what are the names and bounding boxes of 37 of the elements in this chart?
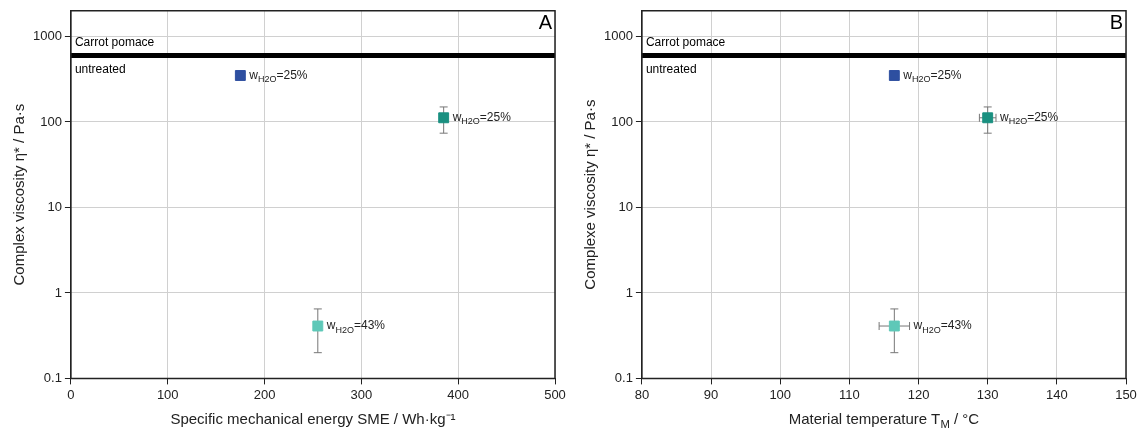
y-tick-label: 1 bbox=[625, 284, 633, 300]
point bbox=[982, 112, 994, 124]
y-axis-title: Complexe viscosity η* / Pa·s bbox=[581, 99, 599, 290]
x-tick-label: 80 bbox=[634, 386, 650, 402]
x-tick-label: 0 bbox=[67, 386, 75, 402]
y-axis-title: Complex viscosity η* / Pa·s bbox=[10, 103, 28, 286]
chart-title: B bbox=[1109, 11, 1123, 34]
x-tick-label: 100 bbox=[156, 386, 179, 402]
y-tick-label: 1 bbox=[54, 284, 62, 300]
y-tick-label: 0.1 bbox=[43, 369, 62, 385]
y-tick-label: 100 bbox=[40, 113, 62, 129]
ref-line-label: Carrot pomace untreated bbox=[645, 34, 726, 76]
point bbox=[312, 320, 324, 332]
x-tick-label: 110 bbox=[839, 386, 860, 402]
point bbox=[888, 320, 900, 332]
y-tick-label: 10 bbox=[47, 199, 62, 215]
x-tick-label: 400 bbox=[447, 386, 470, 402]
point bbox=[438, 112, 450, 124]
ref-line-label: Carrot pomace untreated bbox=[74, 34, 155, 76]
y-tick-label: 1000 bbox=[33, 28, 62, 44]
x-tick-label: 130 bbox=[976, 386, 999, 402]
x-tick-label: 120 bbox=[907, 386, 930, 402]
point bbox=[888, 70, 900, 81]
y-tick-label: 10 bbox=[618, 199, 633, 215]
y-tick-label: 1000 bbox=[604, 28, 633, 44]
x-tick-label: 200 bbox=[253, 386, 276, 402]
chart-title: A bbox=[538, 11, 553, 34]
x-tick-label: 140 bbox=[1045, 386, 1068, 402]
x-axis-title: Specific mechanical energy SME / Wh·kg⁻¹ bbox=[170, 410, 456, 428]
x-tick-label: 300 bbox=[350, 386, 373, 402]
point bbox=[234, 70, 246, 81]
y-tick-label: 100 bbox=[611, 113, 633, 129]
x-tick-label: 500 bbox=[544, 386, 566, 402]
x-tick-label: 100 bbox=[769, 386, 792, 402]
x-tick-label: 90 bbox=[703, 386, 719, 402]
y-tick-label: 0.1 bbox=[614, 369, 633, 385]
x-tick-label: 150 bbox=[1115, 386, 1137, 402]
